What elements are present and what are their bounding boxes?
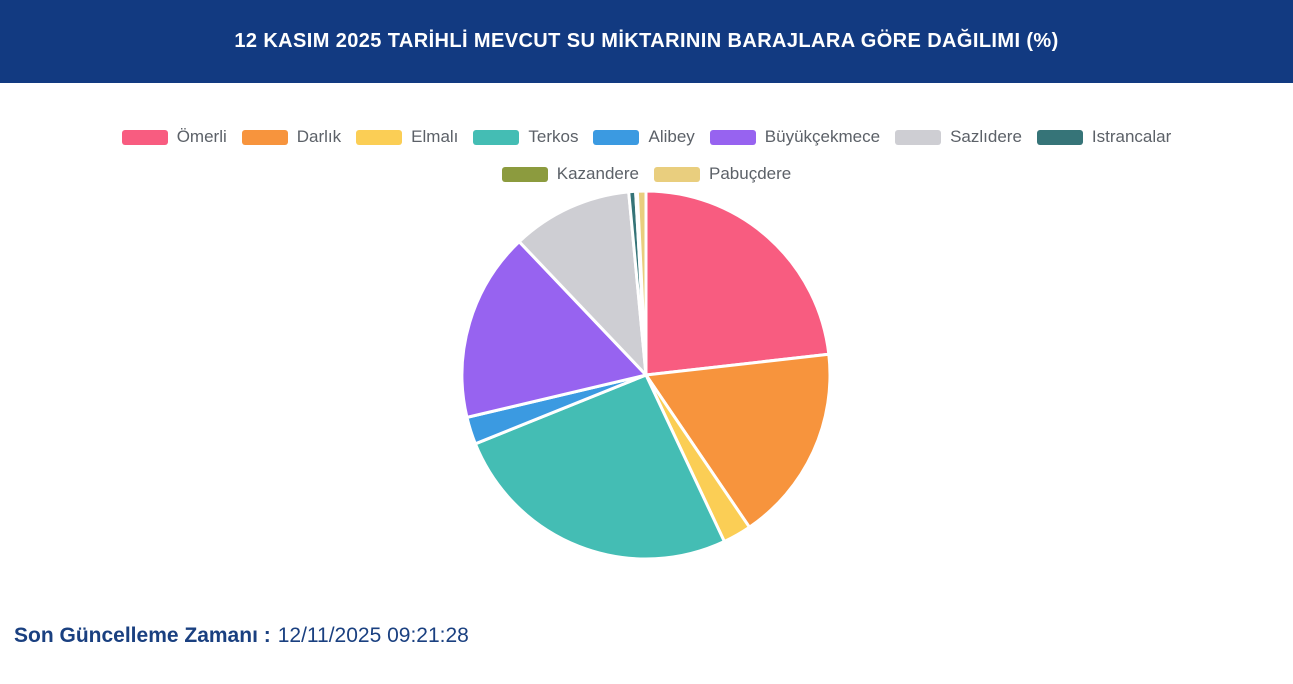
legend-label-omerli: Ömerli (176, 127, 227, 146)
legend-swatch-darlik (241, 129, 288, 145)
pie-slice-darlik[interactable] (644, 352, 832, 529)
legend-item-pabucdere[interactable]: Pabuçdere (654, 164, 791, 184)
legend-label-istrancalar: Istrancalar (1091, 127, 1172, 146)
pie-slice-omerli[interactable] (644, 189, 831, 377)
page-title: 12 KASIM 2025 TARİHLİ MEVCUT SU MİKTARIN… (234, 30, 1059, 52)
legend-label-buyukcekmece: Büyükçekmece (764, 127, 881, 146)
legend-swatch-pabucdere (654, 166, 700, 182)
last-update-label: Son Güncelleme Zamanı : (14, 624, 271, 647)
legend-label-alibey: Alibey (648, 127, 695, 146)
chart-title-bar: 12 KASIM 2025 TARİHLİ MEVCUT SU MİKTARIN… (0, 0, 1293, 83)
legend-item-kazandere[interactable]: Kazandere (501, 164, 639, 184)
pie-chart (460, 189, 832, 561)
pie-slice-sazlidere[interactable] (517, 190, 648, 377)
last-update-line: Son Güncelleme Zamanı : 12/11/2025 09:21:… (14, 624, 469, 648)
legend-swatch-terkos (473, 129, 520, 145)
legend-swatch-omerli (121, 129, 168, 145)
legend-item-istrancalar[interactable]: Istrancalar (1036, 127, 1172, 147)
pie-chart-area (456, 185, 836, 565)
pie-slice-pabucdere[interactable] (635, 189, 648, 377)
legend-swatch-buyukcekmece (709, 129, 756, 145)
legend-label-elmali: Elmalı (411, 127, 459, 146)
legend-swatch-istrancalar (1036, 129, 1083, 145)
legend-item-alibey[interactable]: Alibey (593, 127, 695, 147)
last-update-value: 12/11/2025 09:21:28 (277, 624, 469, 647)
legend-swatch-elmali (356, 129, 403, 145)
legend-label-terkos: Terkos (528, 127, 579, 146)
legend-item-elmali[interactable]: Elmalı (356, 127, 458, 147)
legend-label-kazandere: Kazandere (556, 164, 639, 183)
legend-label-darlik: Darlık (296, 127, 342, 146)
legend-swatch-kazandere (501, 166, 548, 182)
legend-item-omerli[interactable]: Ömerli (121, 127, 227, 147)
legend-item-sazlidere[interactable]: Sazlıdere (895, 127, 1022, 147)
legend-label-pabucdere: Pabuçdere (709, 164, 792, 183)
pie-slice-terkos[interactable] (473, 373, 726, 561)
legend-item-darlik[interactable]: Darlık (241, 127, 342, 147)
legend-row-1: Ömerli Darlık Elmalı Terkos Alibey Büyükçekme… (121, 127, 1172, 147)
legend-swatch-alibey (593, 129, 640, 145)
legend-item-terkos[interactable]: Terkos (473, 127, 578, 147)
chart-legend: Ömerli Darlık Elmalı Terkos Alibey Büyükçekme… (0, 127, 1293, 184)
pie-slice-buyukcekmece[interactable] (460, 240, 648, 419)
legend-row-2: Kazandere Pabuçdere (501, 164, 791, 184)
legend-swatch-sazlidere (895, 129, 942, 145)
legend-item-buyukcekmece[interactable]: Büyükçekmece (709, 127, 881, 147)
legend-label-sazlidere: Sazlıdere (950, 127, 1022, 146)
